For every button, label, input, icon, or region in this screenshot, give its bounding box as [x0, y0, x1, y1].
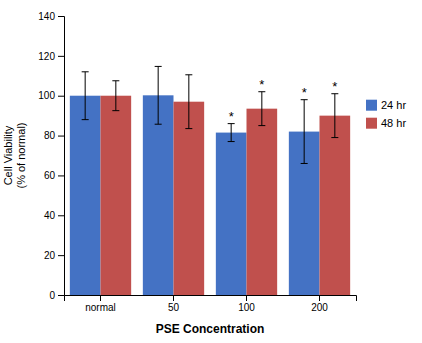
bar [247, 109, 278, 295]
y-tick-label: 100 [38, 90, 55, 101]
y-tick-label: 140 [38, 11, 55, 22]
x-axis-line [65, 296, 357, 302]
x-tick-label: 100 [238, 302, 255, 313]
y-axis-title: Cell Viability(% of normal) [2, 122, 27, 188]
y-tick-mark [58, 255, 64, 256]
x-tick-label: 200 [311, 302, 328, 313]
y-tick: 80 [44, 130, 64, 141]
bar [174, 102, 205, 295]
y-axis: 0 20 40 60 80 100 120 140 [38, 11, 64, 301]
x-axis-title: PSE Concentration [156, 322, 265, 336]
error-bar-stem [158, 66, 159, 124]
y-tick-mark [58, 56, 64, 57]
error-bar-stem [85, 72, 86, 120]
y-tick: 140 [38, 11, 64, 22]
legend-entry: 48 hr [366, 117, 406, 129]
y-axis-line [58, 17, 65, 296]
error-bar-cap [301, 163, 308, 164]
bar [101, 96, 132, 295]
y-tick: 20 [44, 250, 64, 261]
error-bar-stem [261, 92, 262, 126]
error-bar [155, 66, 162, 124]
bar [143, 95, 174, 295]
error-bar [331, 94, 338, 138]
series [70, 66, 320, 295]
y-tick-label: 20 [44, 250, 56, 261]
y-tick-mark [58, 16, 64, 17]
error-bar [82, 72, 89, 120]
x-tick: 200 [311, 295, 328, 313]
annotation: * [332, 79, 337, 94]
x-tick-mark [319, 295, 320, 301]
y-tick: 0 [49, 290, 64, 301]
error-bar [112, 81, 119, 111]
y-tick: 40 [44, 210, 64, 221]
error-bar-stem [115, 81, 116, 111]
legend-label: 48 hr [381, 117, 406, 129]
legend-label: 24 hr [381, 99, 406, 111]
y-tick-label: 80 [44, 130, 56, 141]
x-tick-label: normal [85, 302, 116, 313]
x-tick: 100 [238, 295, 255, 313]
error-bar-cap [155, 66, 162, 67]
error-bar-stem [304, 100, 305, 164]
bar [320, 116, 351, 295]
error-bar [258, 92, 265, 126]
y-tick-mark [58, 96, 64, 97]
bar [216, 133, 247, 295]
y-tick: 60 [44, 170, 64, 181]
error-bar-cap [258, 125, 265, 126]
error-bar-cap [185, 128, 192, 129]
y-tick: 120 [38, 51, 64, 62]
y-tick-mark [58, 175, 64, 176]
x-axis: normal 50 100 200 [65, 295, 357, 313]
y-tick-mark [58, 215, 64, 216]
legend-swatch [366, 118, 377, 129]
error-bar-cap [112, 110, 119, 111]
error-bar-cap [112, 80, 119, 81]
legend: 24 hr 48 hr [366, 99, 406, 129]
error-bar-stem [188, 75, 189, 129]
y-tick-label: 60 [44, 170, 56, 181]
error-bar-cap [82, 119, 89, 120]
error-bar-cap [155, 124, 162, 125]
error-bar [301, 100, 308, 164]
annotation: * [229, 109, 234, 124]
y-tick-mark [58, 136, 64, 137]
error-bar-cap [228, 141, 235, 142]
series [101, 75, 351, 295]
x-tick: normal [85, 295, 116, 313]
bar [70, 96, 101, 295]
y-tick-label: 120 [38, 51, 55, 62]
x-tick: 50 [168, 295, 180, 313]
plot: 0 20 40 60 80 100 120 140 normal 50 100 200 * * * * Cell… [2, 11, 406, 336]
y-tick-label: 40 [44, 210, 56, 221]
y-tick: 100 [38, 90, 64, 101]
legend-swatch [366, 100, 377, 111]
legend-entry: 24 hr [366, 99, 406, 111]
error-bar-stem [231, 124, 232, 142]
x-tick-mark [246, 295, 247, 301]
x-tick-mark [100, 295, 101, 301]
error-bar-cap [185, 74, 192, 75]
error-bar-cap [82, 71, 89, 72]
error-bar [228, 124, 235, 142]
x-tick-label: 50 [168, 302, 180, 313]
error-bar-cap [331, 137, 338, 138]
error-bar [185, 75, 192, 129]
y-tick-mark [58, 295, 64, 296]
x-tick-mark [173, 295, 174, 301]
annotation: * [259, 77, 264, 92]
chart: 0 20 40 60 80 100 120 140 normal 50 100 200 * * * * Cell… [0, 0, 422, 343]
marks [70, 66, 350, 295]
y-tick-label: 0 [49, 290, 55, 301]
annotation: * [302, 85, 307, 100]
error-bar-stem [334, 94, 335, 138]
